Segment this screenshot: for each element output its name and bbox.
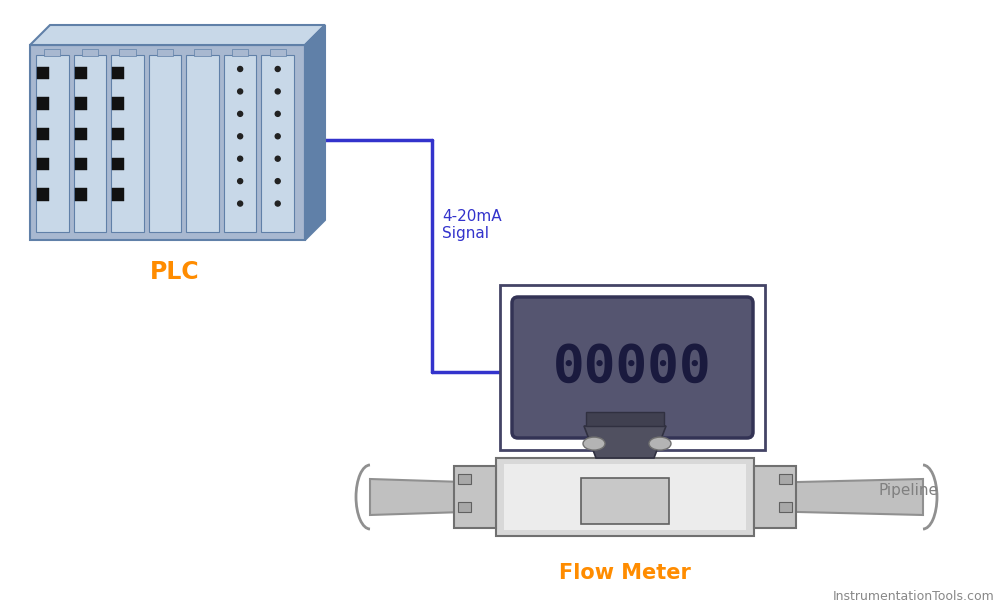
Text: 4-20mA
Signal: 4-20mA Signal [442,209,501,241]
Bar [500,285,765,450]
Circle shape [238,178,243,184]
Bar [112,128,125,140]
Bar [586,412,664,426]
Circle shape [238,66,243,72]
Bar [112,97,125,110]
Text: Pipeline: Pipeline [878,482,938,498]
Bar [581,478,669,524]
Bar [496,458,754,536]
Bar [224,55,257,232]
Bar [149,55,181,232]
Bar [75,188,87,201]
Bar [119,49,136,56]
Bar [44,49,60,56]
Circle shape [275,112,280,116]
Text: InstrumentationTools.com: InstrumentationTools.com [833,590,995,603]
Bar [754,466,796,528]
Bar [112,188,125,201]
Bar [262,55,294,232]
Circle shape [275,134,280,139]
Bar [157,49,173,56]
Polygon shape [30,25,325,45]
Text: 00000: 00000 [553,341,712,394]
Circle shape [275,178,280,184]
Bar [82,49,98,56]
Bar [37,188,49,201]
Ellipse shape [583,437,605,450]
Bar [36,55,68,232]
Bar [112,67,125,79]
Text: PLC: PLC [150,260,199,284]
Bar [194,49,210,56]
Bar [458,502,471,512]
Polygon shape [305,25,325,240]
Bar [75,158,87,170]
Circle shape [275,156,280,161]
Bar [504,464,746,530]
Bar [112,158,125,170]
Bar [75,97,87,110]
Circle shape [238,134,243,139]
Bar [458,474,471,484]
Circle shape [238,112,243,116]
Bar [454,466,496,528]
Polygon shape [757,479,923,515]
Bar [270,49,286,56]
Polygon shape [370,479,495,515]
FancyBboxPatch shape [512,297,753,438]
Bar [37,158,49,170]
Bar [232,49,249,56]
Text: Flow Meter: Flow Meter [559,563,691,583]
Polygon shape [584,426,666,458]
Bar [111,55,144,232]
Circle shape [238,156,243,161]
Bar [37,97,49,110]
Bar [779,474,792,484]
Circle shape [275,89,280,94]
Bar [75,67,87,79]
Bar [37,128,49,140]
Bar [37,67,49,79]
Circle shape [238,89,243,94]
Circle shape [238,201,243,206]
Bar [186,55,219,232]
Bar [74,55,106,232]
Bar [779,502,792,512]
Bar [75,128,87,140]
Circle shape [275,66,280,72]
Circle shape [275,201,280,206]
Polygon shape [30,45,305,240]
Ellipse shape [649,437,671,450]
